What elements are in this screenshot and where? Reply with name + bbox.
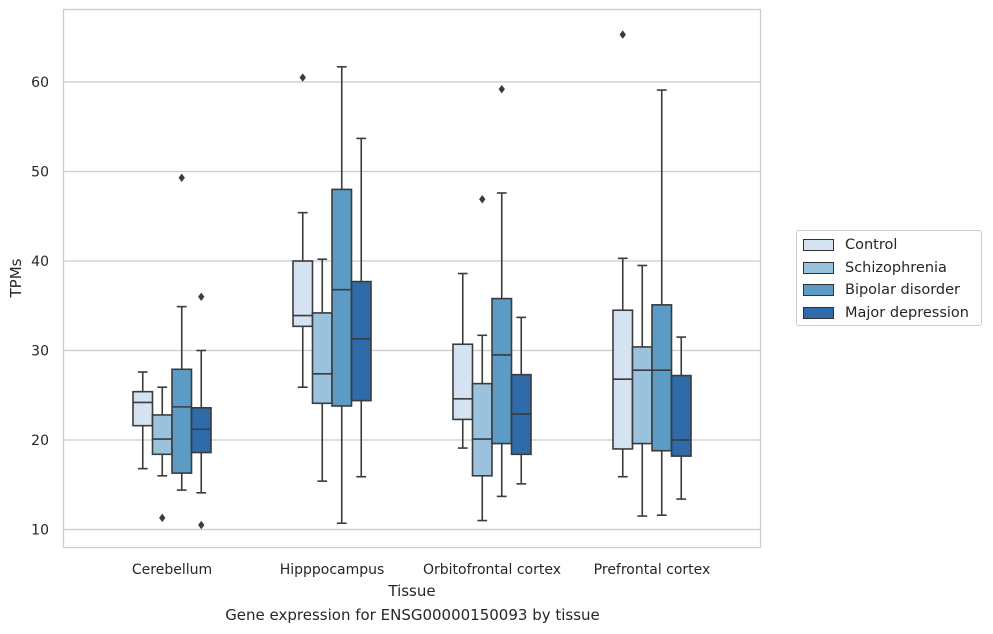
outlier-point xyxy=(198,292,205,301)
box-3-3 xyxy=(670,336,692,500)
outlier-point xyxy=(198,520,205,530)
iqr-box xyxy=(171,368,193,474)
box-2-2 xyxy=(491,84,513,498)
y-tick-label-40: 40 xyxy=(31,254,49,270)
box-0-3 xyxy=(612,30,634,478)
x-tick-label-3: Prefrontal cortex xyxy=(594,562,711,578)
legend-item-major-depression: Major depression xyxy=(803,302,981,325)
y-tick-label-60: 60 xyxy=(31,75,49,91)
series-bipolar-disorder xyxy=(171,65,673,525)
legend-item-bipolar-disorder: Bipolar disorder xyxy=(803,279,981,302)
x-axis-label: Tissue xyxy=(387,582,435,600)
legend-label: Bipolar disorder xyxy=(845,282,960,299)
y-tick-label-20: 20 xyxy=(31,433,49,449)
y-tick-label-30: 30 xyxy=(31,344,49,360)
outlier-point xyxy=(619,30,626,39)
outlier-point xyxy=(498,84,505,94)
x-tick-labels: Cerebellum Hipppocampus Orbitofrontal cort… xyxy=(132,562,710,578)
box-0-1 xyxy=(292,73,314,388)
series-schizophrenia xyxy=(151,195,653,523)
iqr-box xyxy=(452,343,474,421)
legend-label: Major depression xyxy=(845,304,969,321)
box-1-0 xyxy=(151,386,173,523)
iqr-box xyxy=(151,414,173,456)
box-series xyxy=(132,30,692,530)
legend-swatch xyxy=(803,261,834,274)
legend-item-schizophrenia: Schizophrenia xyxy=(803,257,981,280)
iqr-box xyxy=(471,382,493,477)
series-control xyxy=(132,30,634,478)
x-tick-label-0: Cerebellum xyxy=(132,562,212,578)
iqr-box xyxy=(670,374,692,457)
figure-caption: Gene expression for ENSG00000150093 by t… xyxy=(225,606,600,624)
legend-swatch xyxy=(803,284,834,297)
outlier-point xyxy=(479,195,486,204)
series-major-depression xyxy=(190,137,692,530)
iqr-box xyxy=(350,280,372,402)
legend-label: Schizophrenia xyxy=(845,259,947,276)
box-3-1 xyxy=(350,137,372,478)
iqr-box xyxy=(331,188,353,407)
box-2-0 xyxy=(171,173,193,491)
legend-swatch xyxy=(803,306,834,319)
y-tick-label-50: 50 xyxy=(31,165,49,181)
box-1-3 xyxy=(631,264,653,517)
iqr-box xyxy=(292,260,314,328)
x-tick-label-1: Hipppocampus xyxy=(280,562,385,578)
box-1-2 xyxy=(471,195,493,522)
iqr-box xyxy=(651,304,673,452)
legend: Control Schizophrenia Bipolar disorder Majo… xyxy=(796,230,982,326)
iqr-box xyxy=(190,406,212,454)
iqr-box xyxy=(491,297,513,445)
box-0-0 xyxy=(132,371,154,470)
outlier-point xyxy=(299,73,306,82)
plot-frame xyxy=(62,8,762,549)
legend-label: Control xyxy=(845,237,898,254)
legend-item-control: Control xyxy=(803,234,981,257)
outlier-point xyxy=(159,513,166,523)
box-3-2 xyxy=(510,316,532,485)
box-3-0 xyxy=(190,292,212,530)
box-2-3 xyxy=(651,89,673,516)
iqr-box xyxy=(311,312,333,405)
box-1-1 xyxy=(311,258,333,482)
legend-swatch xyxy=(803,239,834,252)
box-2-1 xyxy=(331,65,353,525)
iqr-box xyxy=(132,390,154,427)
x-tick-label-2: Orbitofrontal cortex xyxy=(423,562,561,578)
iqr-box xyxy=(631,346,653,445)
y-tick-labels: 10 20 30 40 50 60 xyxy=(31,75,49,539)
box-0-2 xyxy=(452,272,474,449)
outlier-point xyxy=(178,173,185,182)
y-tick-label-10: 10 xyxy=(31,523,49,539)
y-axis-label: TPMs xyxy=(7,258,25,298)
